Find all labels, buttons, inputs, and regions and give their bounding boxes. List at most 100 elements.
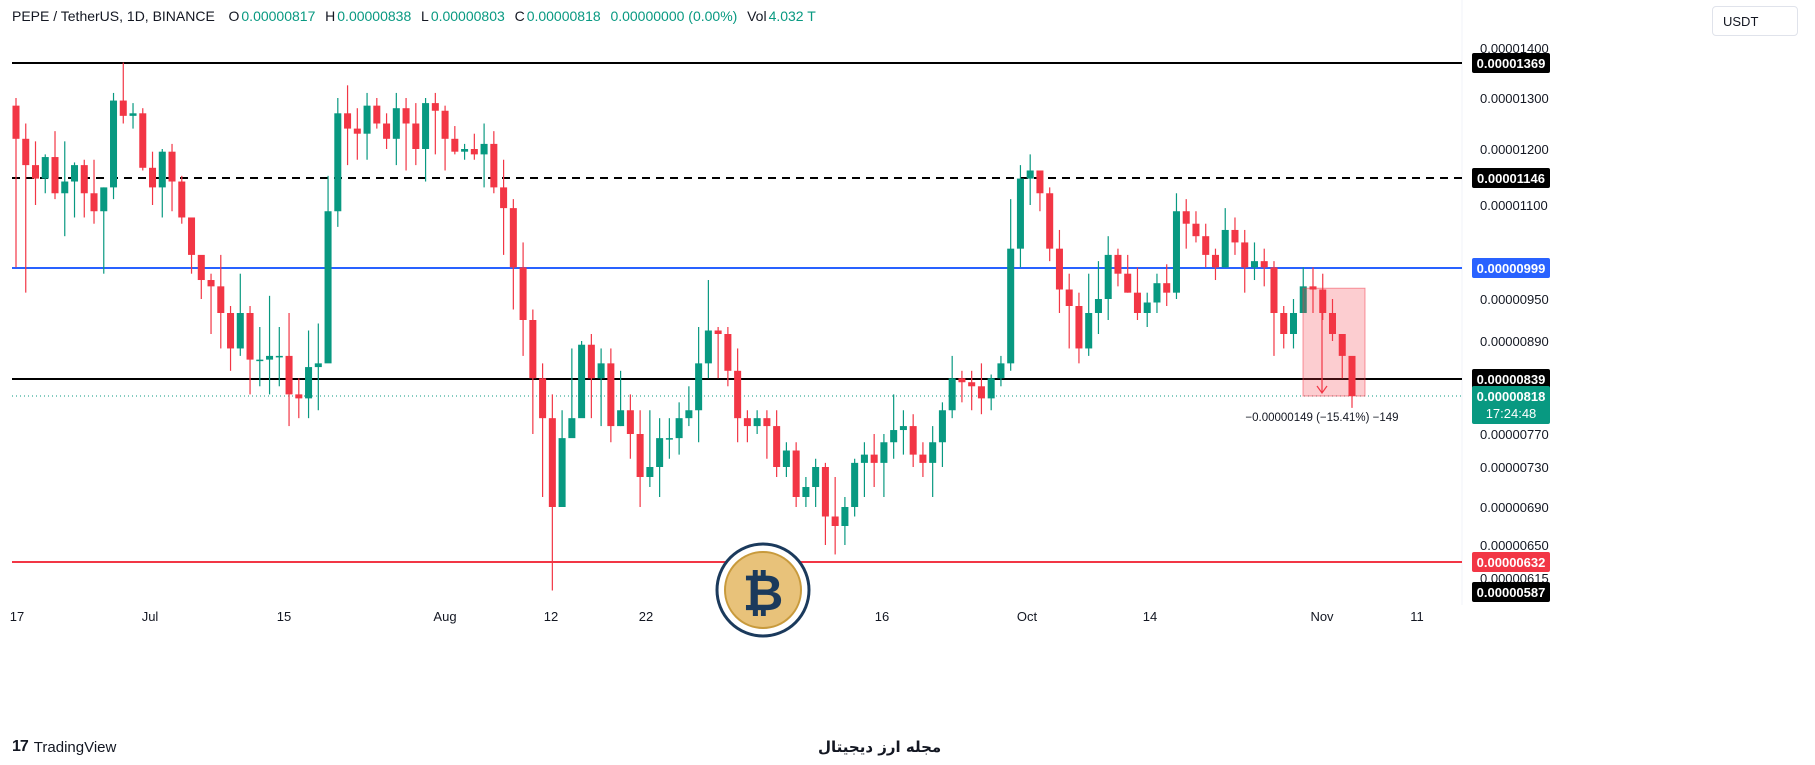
y-tick-label: 0.00000950	[1480, 292, 1549, 307]
candle-body	[1211, 254, 1219, 268]
low-price-tag: 0.00000587	[1477, 585, 1546, 600]
candles-group	[12, 62, 1356, 591]
candle-body	[158, 151, 166, 188]
candle-body	[597, 363, 605, 379]
watermark-text: مجله ارز دیجیتال	[818, 738, 942, 756]
candle-body	[587, 344, 595, 379]
symbol-name: PEPE / TetherUS, 1D, BINANCE	[12, 8, 215, 24]
tradingview-brand-name: TradingView	[33, 738, 117, 756]
candle-body	[1280, 313, 1288, 334]
candle-body	[568, 418, 576, 439]
candle-body	[295, 394, 303, 399]
level-price-tag: 0.00000839	[1477, 372, 1546, 387]
level-price-tag: 0.00001369	[1477, 56, 1546, 71]
candle-body	[480, 143, 488, 155]
candle-body	[197, 254, 205, 281]
candle-body	[646, 467, 654, 477]
high-label: H	[325, 8, 336, 24]
candle-body	[461, 149, 469, 152]
candle-body	[987, 378, 995, 399]
candle-body	[100, 187, 108, 212]
candle-body	[275, 355, 283, 358]
x-tick-label: 14	[1143, 609, 1157, 624]
volume-label: Vol	[747, 8, 767, 24]
y-tick-label: 0.00001100	[1480, 198, 1548, 213]
candle-body	[139, 113, 147, 168]
candle-body	[929, 442, 937, 463]
candle-body	[1143, 302, 1151, 313]
candle-body	[1348, 355, 1356, 396]
candle-body	[51, 157, 59, 194]
candle-body	[870, 454, 878, 463]
candle-body	[1202, 236, 1210, 255]
candle-body	[890, 430, 898, 443]
candle-body	[938, 410, 946, 443]
candle-body	[490, 143, 498, 188]
candle-body	[860, 454, 868, 463]
symbol-legend: PEPE / TetherUS, 1D, BINANCE O 0.00000817…	[12, 8, 818, 24]
candle-body	[22, 138, 30, 166]
candle-body	[1260, 261, 1268, 268]
level-price-tag-bg	[1472, 168, 1550, 188]
candle-body	[305, 367, 313, 399]
candle-body	[1182, 211, 1190, 224]
level-price-tag: 0.00001146	[1477, 171, 1545, 186]
candle-body	[909, 426, 917, 455]
tradingview-logo[interactable]: 17 TradingView	[12, 738, 116, 756]
candle-body	[188, 217, 196, 255]
currency-unit-button[interactable]: USDT	[1712, 6, 1798, 36]
candle-body	[470, 149, 478, 155]
candle-body	[636, 434, 644, 477]
candle-body	[997, 363, 1005, 379]
candle-body	[344, 113, 352, 129]
y-tick-label: 0.00000770	[1480, 427, 1549, 442]
candle-body	[1055, 248, 1063, 290]
candle-body	[61, 181, 69, 194]
level-price-tag: 0.00000632	[1477, 555, 1546, 570]
candle-body	[412, 123, 420, 149]
candle-body	[1163, 283, 1171, 293]
level-price-tag-bg	[1472, 53, 1550, 73]
tradingview-mark-icon: 17	[12, 738, 29, 755]
candle-body	[1026, 170, 1034, 179]
candle-body	[529, 320, 537, 379]
low-price-tag-bg	[1472, 582, 1550, 602]
high-value: 0.00000838	[337, 8, 412, 24]
candle-body	[1172, 211, 1180, 293]
candle-body	[802, 487, 810, 497]
candle-body	[80, 165, 88, 194]
candle-body	[168, 151, 176, 182]
candle-body	[607, 363, 615, 427]
x-tick-label: 11	[1410, 609, 1424, 624]
y-tick-label: 0.00000730	[1480, 460, 1549, 475]
candle-body	[12, 105, 20, 139]
candle-body	[675, 418, 683, 439]
candle-body	[821, 467, 829, 517]
low-label: L	[421, 8, 429, 24]
candle-body	[968, 382, 976, 387]
candle-body	[773, 426, 781, 467]
candle-body	[1221, 229, 1229, 268]
candle-body	[1104, 254, 1112, 299]
candle-body	[1085, 313, 1093, 349]
x-tick-label: Jul	[142, 609, 159, 624]
candle-body	[685, 410, 693, 419]
candle-body	[1114, 254, 1122, 274]
candle-body	[236, 313, 244, 349]
candle-body	[334, 113, 342, 212]
logo-inner-disc	[724, 551, 802, 629]
candle-body	[500, 187, 508, 209]
candle-body	[1016, 178, 1024, 249]
candle-body	[812, 467, 820, 487]
candle-body	[734, 370, 742, 419]
candle-body	[285, 355, 293, 395]
y-tick-label: 0.00000690	[1480, 500, 1549, 515]
candle-body	[217, 286, 225, 313]
candle-body	[392, 108, 400, 139]
candle-body	[899, 426, 907, 431]
measure-label: −0.00000149 (−15.41%) −149	[1245, 412, 1398, 424]
last-price-tag: 0.00000818	[1477, 389, 1546, 404]
candle-body	[1153, 283, 1161, 303]
candle-body	[548, 418, 556, 507]
